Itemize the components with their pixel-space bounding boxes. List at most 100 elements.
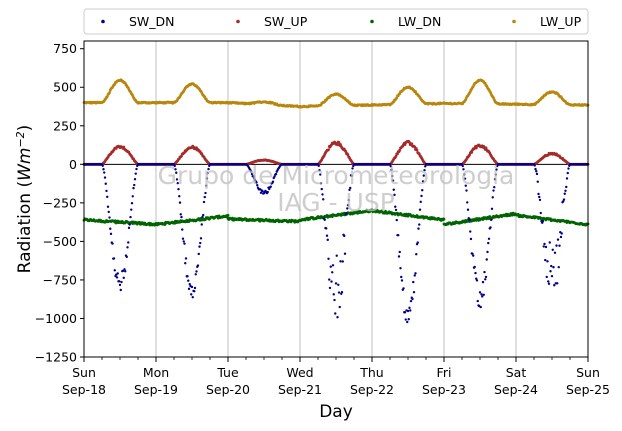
data-point [197,252,200,256]
data-point [317,164,320,168]
data-point [565,177,569,180]
data-point [565,185,568,189]
data-point [331,271,334,274]
y-tick-label: −1250 [35,350,77,365]
data-point [553,284,556,287]
data-point [204,191,207,195]
data-point [327,257,330,260]
data-point [567,167,570,170]
data-point [420,194,423,198]
data-point [534,167,537,171]
legend-item-lw-up: LW_UP [512,14,582,29]
data-point [191,296,194,299]
x-axis: Sun Sep-18 Mon Sep-19 Tue Sep-20 Wed Sep-21 Thu S… [62,357,610,397]
data-point [103,176,107,179]
data-point [101,164,104,167]
data-point [203,195,206,199]
data-point [119,288,122,292]
data-point [334,312,337,315]
data-point [391,174,394,178]
data-point [393,193,396,197]
data-point [419,200,422,204]
data-point [485,258,488,261]
data-point [198,245,201,248]
data-point [190,285,194,289]
data-point [335,254,338,257]
data-point [415,253,418,256]
data-point [180,154,183,158]
data-point [102,168,105,171]
data-point [273,175,276,178]
data-point [186,275,189,278]
data-point [269,185,272,188]
plot-series [82,78,590,324]
data-point [466,201,469,204]
data-point [413,274,416,277]
data-point [343,252,347,255]
legend: SW_DN SW_UP LW_DN LW_UP [83,8,589,35]
data-point [207,167,210,171]
data-point [199,241,202,245]
data-point [389,165,392,168]
data-point [131,195,134,198]
x-tick-label-date: Sep-25 [566,382,610,397]
data-point [411,297,414,301]
data-point [126,246,129,249]
data-point [122,276,125,280]
data-point [193,290,196,293]
data-point [130,202,134,205]
data-point [328,286,332,290]
data-point [261,189,264,193]
data-point [103,171,106,174]
x-tick-label-date: Sep-22 [350,382,394,397]
data-point [118,280,121,283]
legend-label: LW_DN [398,14,441,29]
data-point [390,168,393,172]
data-point [493,178,497,181]
data-point [133,183,136,187]
data-point [489,226,492,229]
data-point [187,279,190,282]
data-point [416,241,419,244]
data-point [414,272,417,275]
data-point [465,189,468,192]
watermark-line-2: IAG - USP [277,188,395,217]
data-point [182,240,185,243]
data-point [107,210,110,214]
data-point [123,268,126,271]
data-point [536,180,539,183]
data-point [550,274,554,278]
data-point [334,282,338,285]
data-point [418,208,422,211]
data-point [109,232,113,236]
data-point [463,173,466,176]
data-point [535,172,539,176]
data-point [116,272,119,275]
data-point [406,320,409,324]
x-tick-label-date: Sep-20 [206,382,250,397]
data-point [472,254,475,257]
data-point [205,177,209,180]
data-point [442,217,446,221]
data-point [108,91,111,95]
data-point [407,318,410,321]
y-tick-label: 500 [53,80,77,95]
data-point [421,180,425,183]
data-point [274,172,278,176]
x-tick-label-day: Fri [437,365,452,380]
data-point [559,235,563,239]
data-point [481,295,484,298]
data-point [495,168,498,171]
data-point [558,244,561,247]
data-point [125,255,128,259]
data-point [473,265,476,269]
data-point [480,293,483,296]
data-point [132,186,135,190]
data-point [250,172,254,176]
data-point [396,152,399,156]
data-point [412,290,416,294]
y-tick-label: −250 [43,195,77,210]
data-point [464,184,467,187]
data-point [539,211,542,215]
data-point [556,238,560,241]
